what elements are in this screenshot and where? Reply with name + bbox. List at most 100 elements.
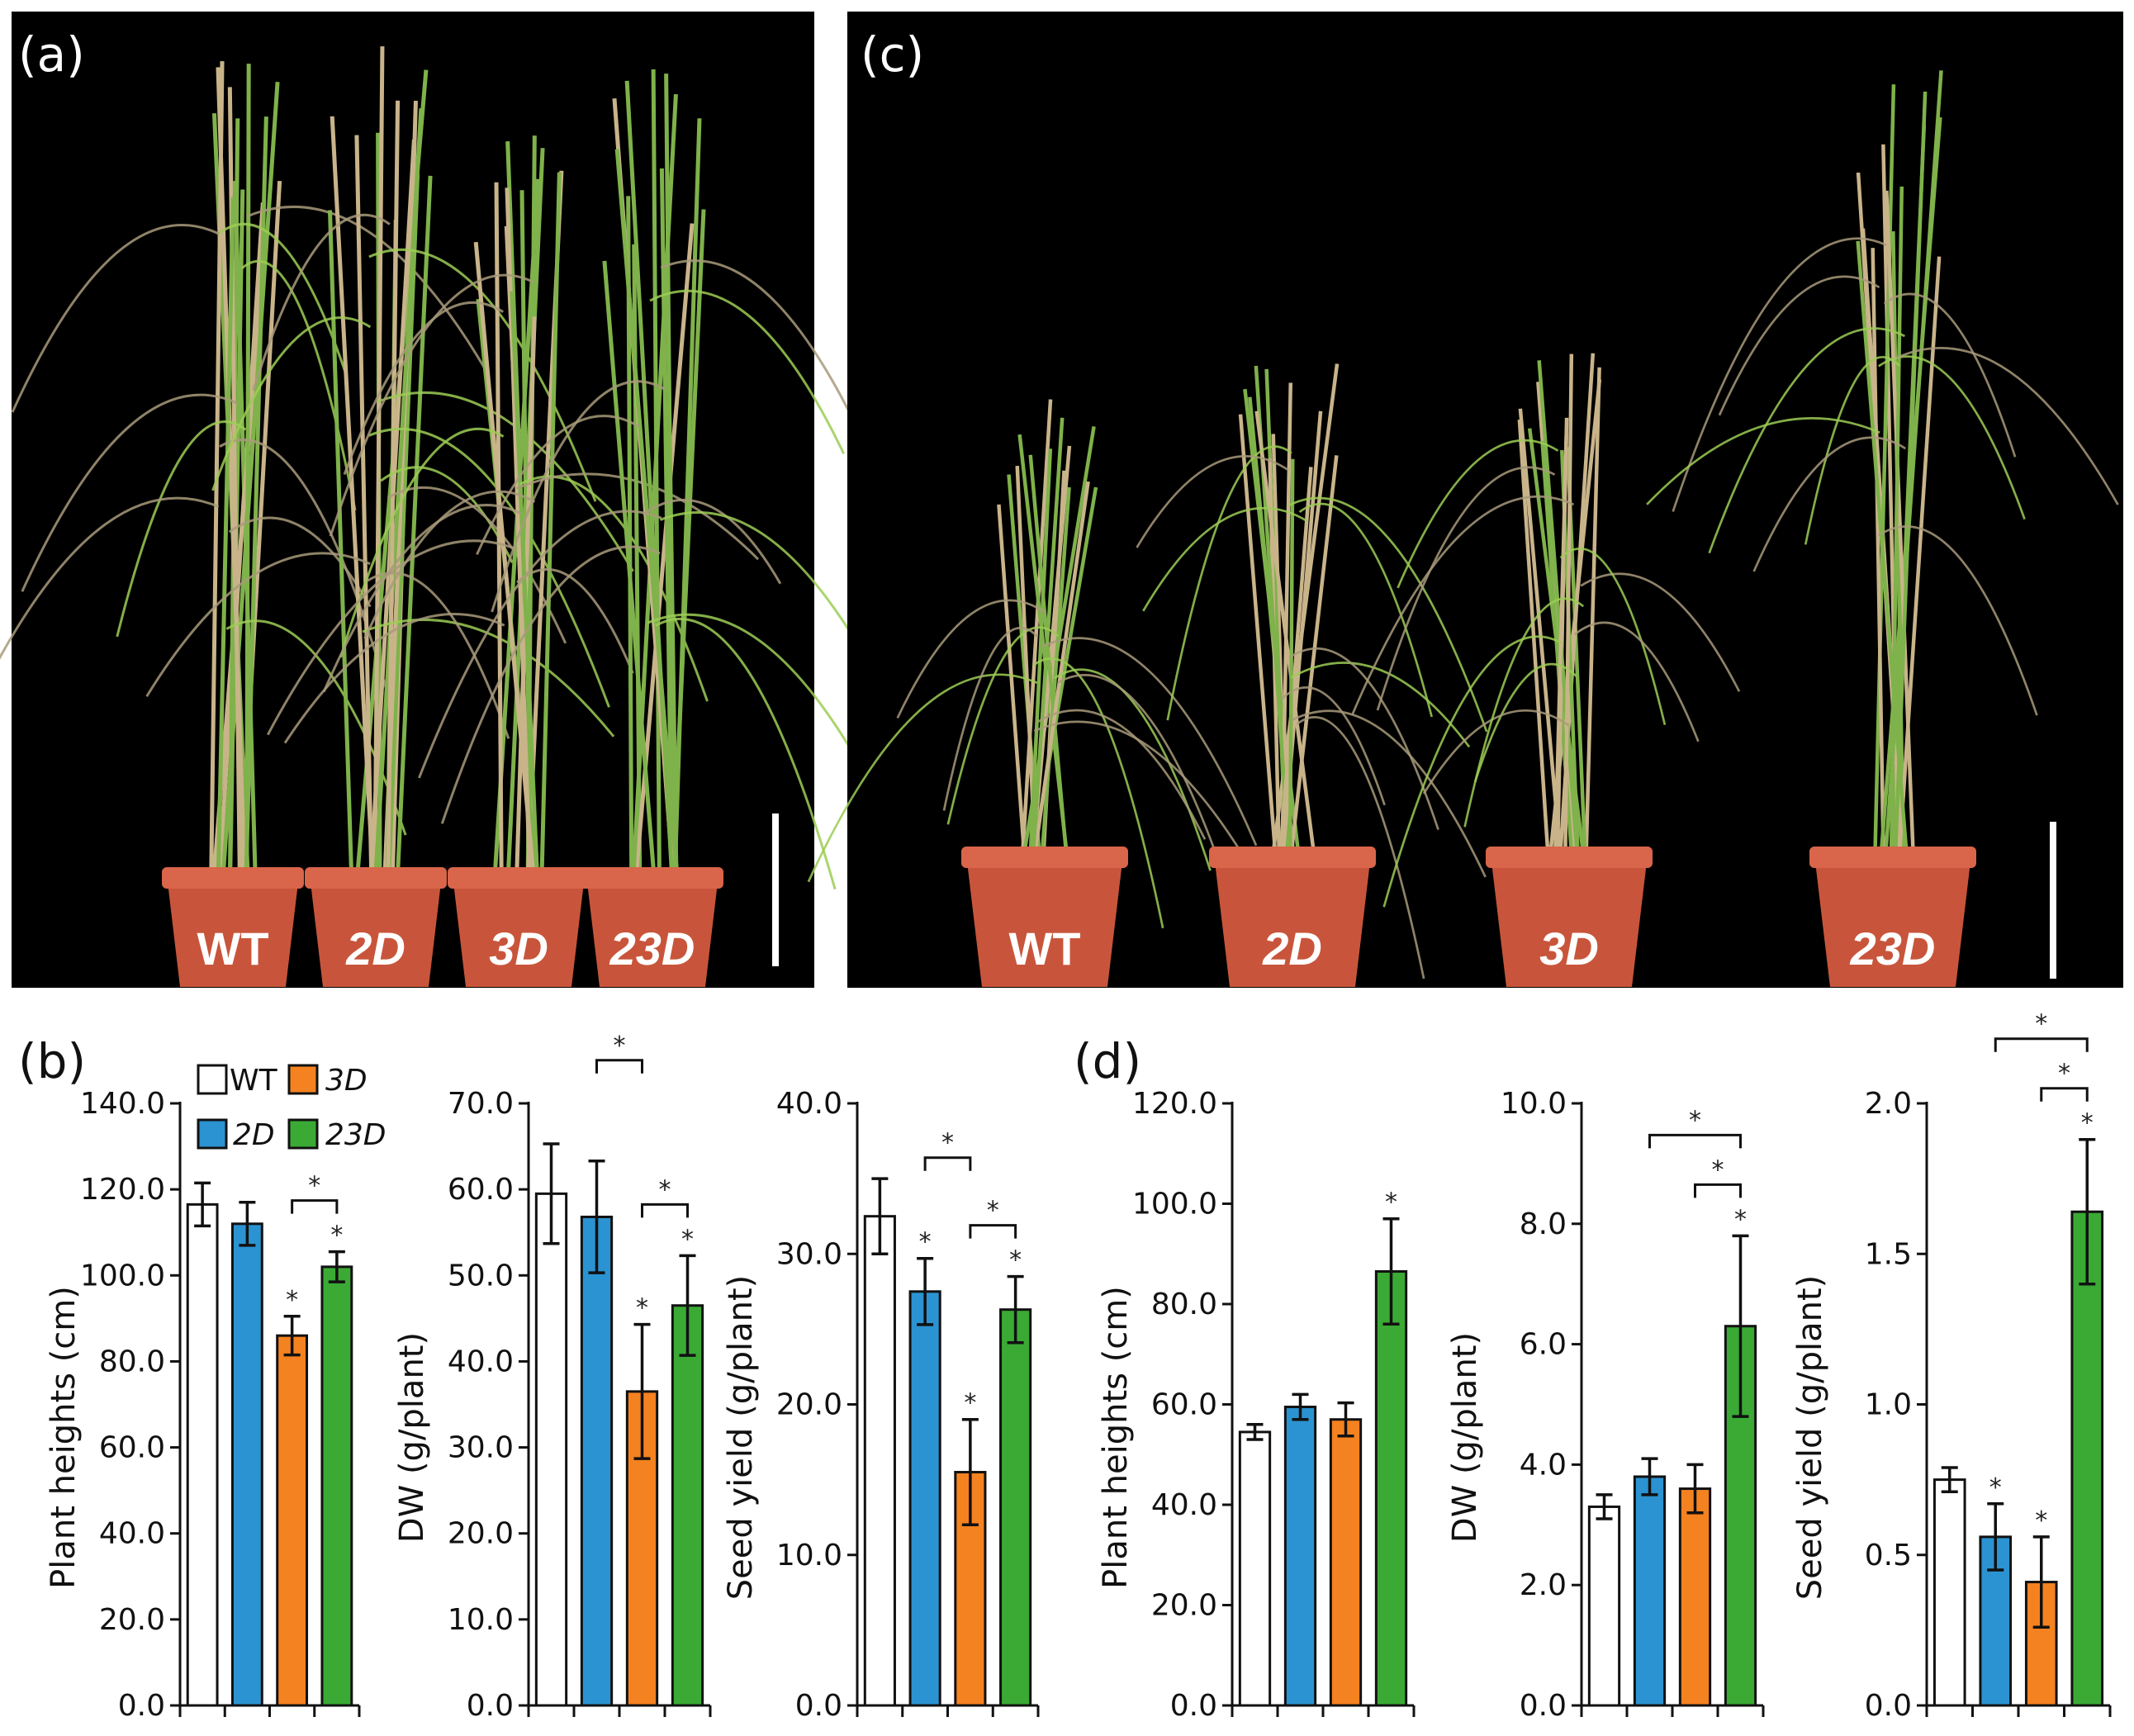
legend-label-wt: WT xyxy=(230,1064,278,1098)
bar-WT xyxy=(1238,1430,1272,1707)
plant-leaf xyxy=(1580,572,1741,692)
scale-bar-c xyxy=(2050,822,2056,979)
plant-leaf xyxy=(946,626,1060,825)
pot xyxy=(310,875,442,987)
plant-stem xyxy=(1254,410,1316,856)
y-tick-label: 0.0 xyxy=(795,1689,842,1723)
significance-bracket xyxy=(291,1199,339,1214)
bar-3D xyxy=(1329,1418,1363,1707)
plant-leaf xyxy=(283,613,505,744)
bar-23D xyxy=(2070,1210,2104,1707)
pot-rim xyxy=(1809,847,1976,868)
y-tick-label: 60.0 xyxy=(99,1431,165,1465)
y-tick-label: 120.0 xyxy=(80,1173,165,1207)
charts: 0.0 20.0 40.0 60.0 80.0 100.0 120.0 140.0 Plant … xyxy=(45,1010,2112,1723)
plant-stem xyxy=(505,148,545,876)
y-tick-label: 80.0 xyxy=(99,1345,165,1378)
plant-stem xyxy=(539,172,562,876)
legend-label-3d: 3D xyxy=(325,1064,368,1098)
chart-b2: 0.0 10.0 20.0 30.0 40.0 50.0 60.0 70.0 DW (g/pla… xyxy=(393,1032,712,1723)
plant-stem xyxy=(216,197,235,876)
plant-leaf xyxy=(322,504,523,693)
plant-leaf xyxy=(1136,455,1289,548)
plant-stem xyxy=(1881,144,1900,856)
bracket-star: * xyxy=(308,1172,320,1201)
significance-star: * xyxy=(964,1389,976,1418)
bracket-star: * xyxy=(941,1129,954,1158)
y-tick-label: 6.0 xyxy=(1520,1328,1567,1362)
significance-bracket xyxy=(1694,1183,1742,1198)
pot xyxy=(966,855,1123,987)
plant-stem xyxy=(209,61,225,876)
plant-leaf xyxy=(1672,237,1887,512)
plant-leaf xyxy=(363,572,510,739)
plant-stem xyxy=(330,116,375,876)
plant-leaf xyxy=(1708,327,1905,554)
y-tick-label: 0.0 xyxy=(118,1689,165,1723)
plant-leaf xyxy=(1032,657,1164,929)
plant-leaf xyxy=(0,496,220,660)
pot-label-a-2d: 2D xyxy=(345,923,405,975)
plant-leaf xyxy=(1718,275,1880,416)
plant-stem xyxy=(221,81,280,876)
significance-star: * xyxy=(919,1228,932,1257)
y-tick-label: 0.0 xyxy=(1520,1689,1567,1723)
bar-2D xyxy=(908,1290,941,1707)
plant-leaf xyxy=(1382,635,1563,908)
y-tick-label: 120.0 xyxy=(1132,1087,1217,1121)
bar-WT xyxy=(186,1202,219,1707)
plant-leaf xyxy=(1397,439,1559,589)
plant-leaf xyxy=(807,673,1038,883)
plant-leaf xyxy=(1291,662,1471,748)
significance-star: * xyxy=(1989,1473,2002,1502)
y-tick-label: 30.0 xyxy=(776,1237,842,1271)
y-axis-label: Seed yield (g/plant) xyxy=(1791,1275,1829,1600)
pot-label-c-wt: WT xyxy=(1008,923,1080,975)
plant xyxy=(807,399,1270,929)
plant-stem xyxy=(631,94,678,876)
plant-stem xyxy=(1032,481,1090,856)
plant-leaf xyxy=(942,626,1039,811)
pot-label-a-wt: WT xyxy=(197,923,268,975)
plant-stem xyxy=(1040,486,1071,856)
plant-leaf xyxy=(343,301,505,476)
plant-leaf xyxy=(21,393,239,592)
legend-swatch-2d xyxy=(197,1118,228,1150)
plant-stem xyxy=(1871,248,1885,856)
plant-leaf xyxy=(1804,356,1900,545)
plant xyxy=(1351,353,1741,908)
bar-23D xyxy=(320,1265,353,1707)
plant-stem xyxy=(386,100,401,876)
y-tick-label: 4.0 xyxy=(1520,1448,1567,1482)
significance-star: * xyxy=(681,1225,694,1254)
bracket-star: * xyxy=(659,1175,671,1204)
y-tick-label: 1.0 xyxy=(1865,1388,1912,1422)
bar-23D xyxy=(671,1304,704,1707)
significance-bracket xyxy=(1648,1133,1742,1149)
plant-leaf xyxy=(1351,496,1575,715)
plant-leaf xyxy=(1752,436,1907,572)
y-axis-label: DW (g/plant) xyxy=(393,1332,431,1543)
pot-rim xyxy=(961,847,1128,868)
pot-rim xyxy=(1209,847,1376,868)
plant-leaf xyxy=(116,420,247,638)
y-tick-label: 10.0 xyxy=(776,1539,842,1572)
panel-letter-c: (c) xyxy=(861,26,924,83)
bracket-star: * xyxy=(987,1197,999,1226)
plant-stem xyxy=(624,80,675,876)
plant-leaf xyxy=(1142,507,1308,612)
y-tick-label: 20.0 xyxy=(99,1603,165,1637)
plant-leaf xyxy=(1288,647,1439,830)
panel-letter-b: (b) xyxy=(18,1033,86,1089)
photo-a-plants xyxy=(0,46,915,987)
plant-stem xyxy=(1518,408,1563,856)
significance-star: * xyxy=(2081,1109,2094,1138)
plant-leaf xyxy=(1288,496,1488,733)
y-tick-label: 100.0 xyxy=(1132,1188,1217,1221)
plant-leaf xyxy=(1280,686,1386,806)
y-tick-label: 30.0 xyxy=(448,1431,514,1465)
plant-stem xyxy=(633,223,695,876)
significance-star: * xyxy=(1734,1205,1747,1234)
plant-stem xyxy=(494,182,504,876)
plant-stem xyxy=(1553,434,1569,856)
